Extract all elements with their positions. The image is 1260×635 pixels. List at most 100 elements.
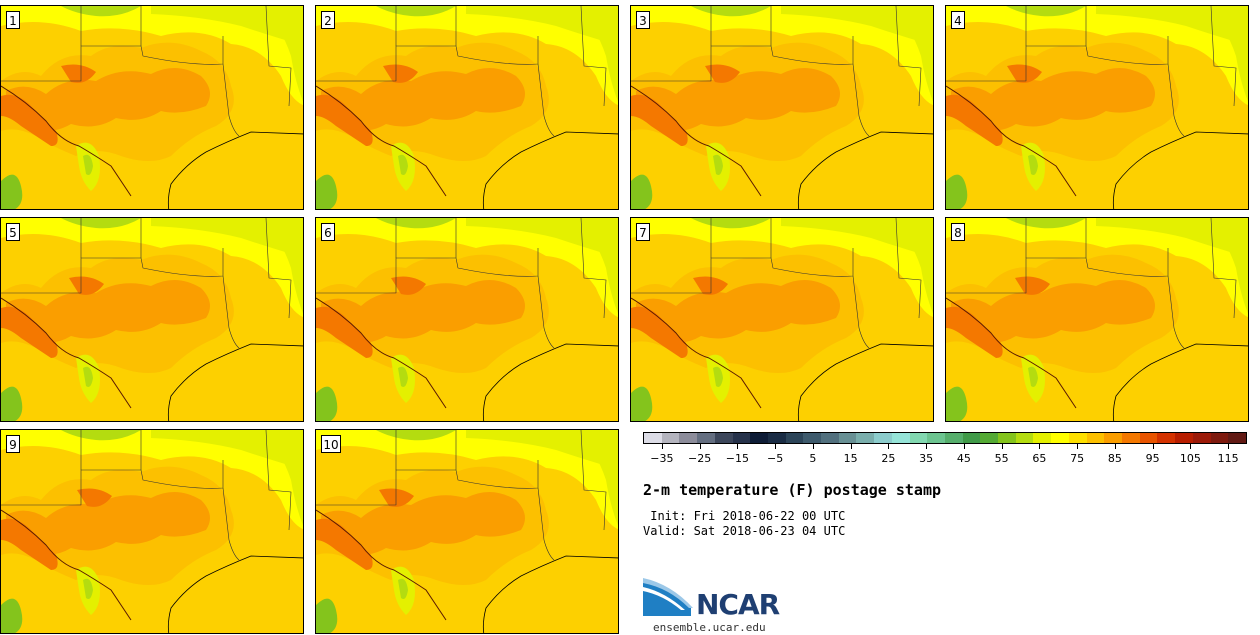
colorbar-tick-label: 105 — [1179, 452, 1201, 465]
colorbar-tick-label: 85 — [1107, 452, 1122, 465]
colorbar-tick-label: −25 — [688, 452, 712, 465]
colorbar-tick — [1228, 444, 1230, 449]
ensemble-member-panel: 1 — [0, 5, 304, 210]
ensemble-member-panel: 7 — [630, 217, 934, 422]
member-number-label: 10 — [321, 435, 341, 453]
colorbar-segment — [714, 433, 733, 443]
colorbar-tick — [1114, 444, 1116, 449]
colorbar-tick-label: 95 — [1145, 452, 1160, 465]
member-number-label: 3 — [636, 11, 650, 29]
colorbar-tick-label: 75 — [1070, 452, 1085, 465]
colorbar-tick — [963, 444, 965, 449]
colorbar-tick — [812, 444, 814, 449]
colorbar-segment — [1157, 433, 1176, 443]
ensemble-member-panel: 2 — [315, 5, 619, 210]
colorbar-tick-label: −5 — [767, 452, 784, 465]
member-number-label: 4 — [951, 11, 965, 29]
temperature-map — [946, 6, 1248, 209]
colorbar-segment — [1051, 433, 1069, 443]
colorbar-segment — [661, 433, 680, 443]
colorbar-segment — [874, 433, 892, 443]
ensemble-member-panel: 9 — [0, 429, 304, 634]
temperature-map — [316, 6, 618, 209]
colorbar-segment — [1104, 433, 1122, 443]
colorbar-segment — [944, 433, 963, 443]
colorbar-tick-label: 25 — [881, 452, 896, 465]
colorbar-tick-label: 5 — [809, 452, 817, 465]
colorbar-segment — [1210, 433, 1229, 443]
member-number-label: 6 — [321, 223, 335, 241]
colorbar-tick — [850, 444, 852, 449]
temperature-map — [1, 218, 303, 421]
colorbar-segment — [732, 433, 751, 443]
member-number-label: 5 — [6, 223, 20, 241]
colorbar-tick-label: 115 — [1217, 452, 1239, 465]
colorbar-segment — [750, 433, 768, 443]
colorbar-segment — [856, 433, 875, 443]
colorbar-tick — [926, 444, 928, 449]
colorbar-segment — [998, 433, 1016, 443]
colorbar-tick — [699, 444, 701, 449]
colorbar-tick-label: 55 — [994, 452, 1009, 465]
temperature-map — [946, 218, 1248, 421]
colorbar-segment — [891, 433, 910, 443]
colorbar-segment — [1015, 433, 1034, 443]
ncar-logo-text: NCAR — [696, 588, 780, 621]
colorbar-segment — [927, 433, 945, 443]
colorbar-segment — [962, 433, 981, 443]
ensemble-member-panel: 6 — [315, 217, 619, 422]
colorbar-tick-label: 45 — [956, 452, 971, 465]
member-number-label: 9 — [6, 435, 20, 453]
colorbar-segment — [1033, 433, 1052, 443]
valid-time: Valid: Sat 2018-06-23 04 UTC — [643, 524, 846, 538]
colorbar-tick — [1039, 444, 1041, 449]
colorbar-tick — [1190, 444, 1192, 449]
chart-title: 2-m temperature (F) postage stamp — [643, 481, 942, 499]
colorbar-segment — [767, 433, 786, 443]
colorbar-segment — [785, 433, 804, 443]
colorbar-tick-label: 15 — [843, 452, 858, 465]
colorbar-tick-label: 35 — [919, 452, 934, 465]
temperature-colorbar — [643, 432, 1247, 444]
temperature-map — [316, 218, 618, 421]
member-number-label: 2 — [321, 11, 335, 29]
ensemble-member-panel: 4 — [945, 5, 1249, 210]
ensemble-url: ensemble.ucar.edu — [653, 621, 766, 634]
colorbar-segment — [909, 433, 928, 443]
colorbar-segment — [1086, 433, 1105, 443]
ncar-logo-icon — [643, 578, 693, 616]
colorbar-tick — [1001, 444, 1003, 449]
colorbar-segment — [803, 433, 822, 443]
member-number-label: 1 — [6, 11, 20, 29]
colorbar-segment — [644, 433, 662, 443]
colorbar-segment — [1139, 433, 1158, 443]
colorbar-segment — [697, 433, 715, 443]
colorbar-tick — [888, 444, 890, 449]
colorbar-segment — [679, 433, 698, 443]
colorbar-tick — [737, 444, 739, 449]
colorbar-tick-label: 65 — [1032, 452, 1047, 465]
ensemble-member-panel: 10 — [315, 429, 619, 634]
colorbar-segment — [980, 433, 999, 443]
init-time: Init: Fri 2018-06-22 00 UTC — [643, 509, 846, 523]
colorbar-segment — [1228, 433, 1246, 443]
temperature-map — [631, 218, 933, 421]
colorbar-segment — [821, 433, 839, 443]
colorbar-tick — [775, 444, 777, 449]
colorbar-segment — [838, 433, 857, 443]
temperature-map — [316, 430, 618, 633]
temperature-map — [1, 430, 303, 633]
colorbar-tick — [1152, 444, 1154, 449]
member-number-label: 7 — [636, 223, 650, 241]
ensemble-member-panel: 3 — [630, 5, 934, 210]
colorbar-tick — [1077, 444, 1079, 449]
temperature-map — [1, 6, 303, 209]
colorbar-tick-label: −35 — [650, 452, 674, 465]
colorbar-segment — [1121, 433, 1140, 443]
colorbar-segment — [1068, 433, 1087, 443]
colorbar-segment — [1175, 433, 1193, 443]
colorbar-segment — [1192, 433, 1211, 443]
ensemble-member-panel: 8 — [945, 217, 1249, 422]
temperature-map — [631, 6, 933, 209]
member-number-label: 8 — [951, 223, 965, 241]
